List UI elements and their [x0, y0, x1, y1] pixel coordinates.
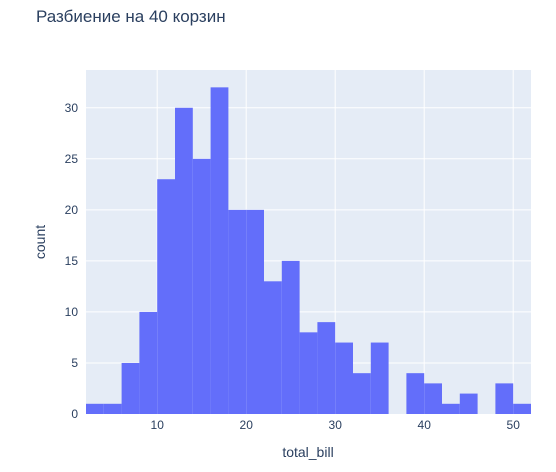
histogram-bar: [157, 179, 175, 414]
y-tick-label: 10: [65, 305, 79, 319]
x-tick-label: 50: [507, 418, 521, 432]
y-axis-ticks: 0 5 10 15 20 25 30: [65, 101, 79, 421]
y-tick-label: 5: [71, 356, 78, 370]
histogram-bar: [139, 311, 158, 414]
histogram-bar: [281, 260, 300, 414]
histogram-bar: [228, 209, 247, 414]
histogram-bar: [335, 342, 353, 414]
x-tick-label: 40: [418, 418, 432, 432]
histogram-bar: [121, 362, 140, 414]
histogram-bar: [210, 87, 229, 414]
histogram-bar: [317, 322, 336, 414]
histogram-bar: [370, 342, 389, 414]
histogram-bar: [192, 158, 211, 414]
x-axis-title: total_bill: [282, 444, 333, 460]
y-tick-label: 25: [65, 152, 79, 166]
histogram-bar: [299, 332, 318, 414]
histogram-bar: [442, 403, 460, 414]
histogram-bar: [86, 403, 104, 414]
histogram-bar: [246, 209, 264, 414]
y-tick-label: 30: [65, 101, 79, 115]
histogram-bar: [459, 393, 478, 414]
y-axis-title: count: [32, 225, 48, 259]
histogram-bar: [513, 403, 531, 414]
bars: [86, 87, 531, 414]
histogram-bar: [495, 383, 514, 414]
y-tick-label: 20: [65, 203, 79, 217]
histogram-bar: [353, 373, 371, 414]
x-axis-ticks: 10 20 30 40 50: [151, 418, 521, 432]
histogram-bar: [406, 373, 425, 414]
histogram-bar: [103, 403, 122, 414]
y-tick-label: 15: [65, 254, 79, 268]
y-tick-label: 0: [71, 407, 78, 421]
x-tick-label: 30: [329, 418, 343, 432]
histogram-bar: [175, 107, 193, 414]
x-tick-label: 10: [151, 418, 165, 432]
chart-title: Разбиение на 40 корзин: [36, 7, 226, 26]
x-tick-label: 20: [240, 418, 254, 432]
histogram-bar: [264, 281, 282, 414]
histogram-bar: [424, 383, 442, 414]
